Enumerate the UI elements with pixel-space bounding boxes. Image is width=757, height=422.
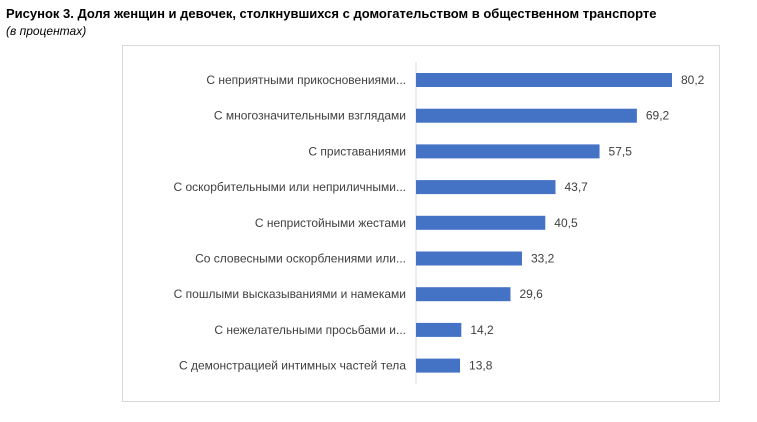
chart-frame: С неприятными прикосновениями... 80,2 С мн… — [122, 45, 720, 402]
category-label: С пошлыми высказываниями и намеками — [174, 287, 406, 301]
value-label: 29,6 — [519, 287, 543, 301]
value-label: 57,5 — [609, 144, 633, 158]
figure-subtitle: (в процентах) — [6, 24, 87, 38]
value-label: 33,2 — [531, 252, 555, 266]
category-label: С демонстрацией интимных частей тела — [179, 359, 406, 373]
value-label: 80,2 — [681, 73, 705, 87]
bar — [416, 251, 522, 266]
value-label: 69,2 — [646, 109, 670, 123]
category-label: С нежелательными просьбами и... — [214, 323, 406, 337]
category-label: С оскорбительными или неприличными... — [174, 180, 407, 194]
bar — [416, 322, 462, 337]
category-label: С многозначительными взглядами — [214, 109, 406, 123]
value-label: 13,8 — [469, 359, 493, 373]
value-label: 40,5 — [554, 216, 578, 230]
bar — [416, 73, 672, 87]
bar — [416, 180, 556, 195]
category-label: Со словесными оскорблениями или... — [195, 252, 406, 266]
bar-chart: С неприятными прикосновениями... 80,2 С мн… — [174, 62, 705, 384]
bar — [416, 358, 461, 373]
bar — [416, 215, 546, 230]
category-label: С приставаниями — [308, 144, 406, 158]
value-label: 43,7 — [564, 180, 588, 194]
bar — [416, 287, 511, 302]
value-label: 14,2 — [470, 323, 494, 337]
figure-title: Рисунок 3. Доля женщин и девочек, столкн… — [6, 6, 657, 21]
category-label: С неприятными прикосновениями... — [206, 73, 406, 87]
bar — [416, 108, 637, 123]
bar — [416, 144, 600, 159]
category-label: С непристойными жестами — [255, 216, 406, 230]
